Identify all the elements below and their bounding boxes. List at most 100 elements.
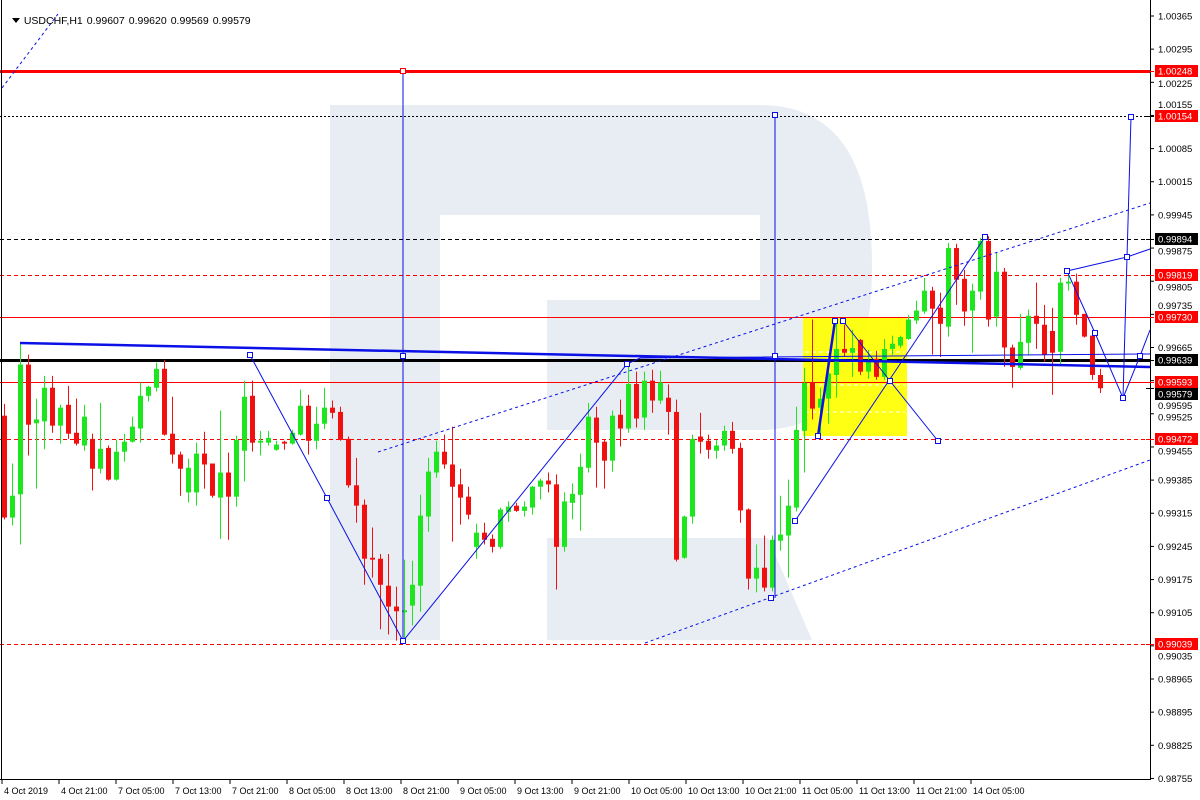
candle [586, 402, 591, 473]
candle-body [474, 532, 479, 547]
candle [658, 370, 663, 404]
anchor-point-handle[interactable] [772, 353, 778, 359]
candle [178, 451, 183, 496]
anchor-point-handle[interactable] [400, 638, 406, 644]
x-tick-label: 11 Oct 21:00 [916, 786, 967, 796]
y-tick-label: 0.99315 [1158, 509, 1192, 520]
candle-body [1026, 315, 1031, 343]
y-tick-label: 0.99035 [1158, 651, 1192, 662]
candle-body [314, 423, 319, 441]
candle [162, 359, 167, 436]
candle [154, 362, 159, 392]
anchor-point-handle[interactable] [792, 518, 798, 524]
candle-body [674, 411, 679, 560]
anchor-point-handle[interactable] [840, 318, 846, 324]
candle-body [26, 364, 31, 425]
anchor-point-handle[interactable] [1137, 353, 1143, 359]
x-tick-label: 7 Oct 13:00 [175, 786, 222, 796]
x-tick-label: 8 Oct 21:00 [403, 786, 450, 796]
candle [562, 492, 567, 552]
main-trendline[interactable] [19, 341, 1151, 369]
anchor-point-handle[interactable] [247, 352, 253, 358]
candle-body [546, 480, 551, 485]
candle-body [34, 419, 39, 424]
dropdown-triangle-icon[interactable] [11, 18, 20, 24]
candle-body [898, 337, 903, 346]
candle-body [522, 506, 527, 511]
candle-body [770, 539, 775, 588]
level-price-label: 1.00248 [1158, 67, 1192, 78]
candle [1042, 304, 1047, 362]
candle [666, 384, 671, 435]
candle-body [722, 430, 727, 446]
level-price-label: 0.99819 [1158, 271, 1192, 282]
anchor-point-handle[interactable] [1064, 268, 1070, 274]
y-tick-label: 0.99105 [1158, 608, 1192, 619]
candle-body [730, 430, 735, 449]
x-tick-label: 4 Oct 2019 [4, 786, 48, 796]
level-price-badge [1155, 638, 1198, 650]
candle-body [1066, 281, 1071, 284]
anchor-point-handle[interactable] [1128, 114, 1134, 120]
forecast-line-2[interactable] [1122, 329, 1151, 399]
anchor-point-handle[interactable] [935, 438, 941, 444]
y-tick-label: 0.99245 [1158, 542, 1192, 553]
impulse-line[interactable] [816, 320, 837, 437]
anchor-point-handle[interactable] [887, 378, 893, 384]
candle [354, 457, 359, 523]
y-tick-label: 0.99385 [1158, 476, 1192, 487]
candle [730, 421, 735, 454]
candle [522, 501, 527, 517]
anchor-point-handle[interactable] [832, 318, 838, 324]
anchor-point-handle[interactable] [1092, 330, 1098, 336]
upper-wave-line[interactable] [1066, 248, 1151, 272]
candle [58, 404, 63, 444]
anchor-point-handle[interactable] [1124, 254, 1130, 260]
candle-body [10, 495, 15, 518]
watermark-leg [547, 538, 812, 640]
candle [266, 430, 271, 446]
candle-body [866, 361, 871, 372]
anchor-point-handle[interactable] [772, 112, 778, 118]
forecast-line[interactable] [1066, 116, 1132, 399]
candle-body [258, 440, 263, 443]
anchor-point-handle[interactable] [768, 595, 774, 601]
anchor-point-handle[interactable] [1120, 395, 1126, 401]
y-tick-label: 0.99455 [1158, 446, 1192, 457]
ohlc-close: 0.99579 [212, 15, 251, 27]
candle [402, 559, 407, 644]
anchor-point-handle[interactable] [815, 433, 821, 439]
x-tick-label: 9 Oct 13:00 [517, 786, 564, 796]
candle-body [178, 454, 183, 469]
level-price-label: 1.00154 [1158, 112, 1192, 123]
x-tick-label: 9 Oct 05:00 [460, 786, 507, 796]
candle [250, 380, 255, 452]
anchor-point-handle[interactable] [982, 234, 988, 240]
level-price-badge [1155, 388, 1198, 400]
candle [1034, 282, 1039, 349]
candle-body [362, 504, 367, 559]
anchor-point-handle[interactable] [400, 68, 406, 74]
candle-body [418, 515, 423, 586]
y-tick-label: 0.98965 [1158, 674, 1192, 685]
candle [498, 507, 503, 549]
candle [90, 433, 95, 491]
anchor-point-handle[interactable] [624, 361, 630, 367]
candle-body [154, 368, 159, 388]
candle [714, 439, 719, 459]
candle-body [346, 438, 351, 486]
x-tick-label: 8 Oct 05:00 [289, 786, 336, 796]
candle [346, 436, 351, 488]
time-axis[interactable] [0, 779, 1200, 800]
wave-line-1[interactable] [249, 353, 1151, 642]
candle-body [106, 447, 111, 480]
candle-body [906, 319, 911, 339]
candle-body [706, 440, 711, 450]
candle-body [810, 383, 815, 409]
level-price-badge [1155, 354, 1198, 366]
anchor-point-handle[interactable] [324, 495, 330, 501]
chart-header: USDCHF,H1 0.99607 0.99620 0.99569 0.99579 [4, 3, 255, 27]
anchor-point-handle[interactable] [400, 353, 406, 359]
watermark-bowl [440, 105, 872, 430]
